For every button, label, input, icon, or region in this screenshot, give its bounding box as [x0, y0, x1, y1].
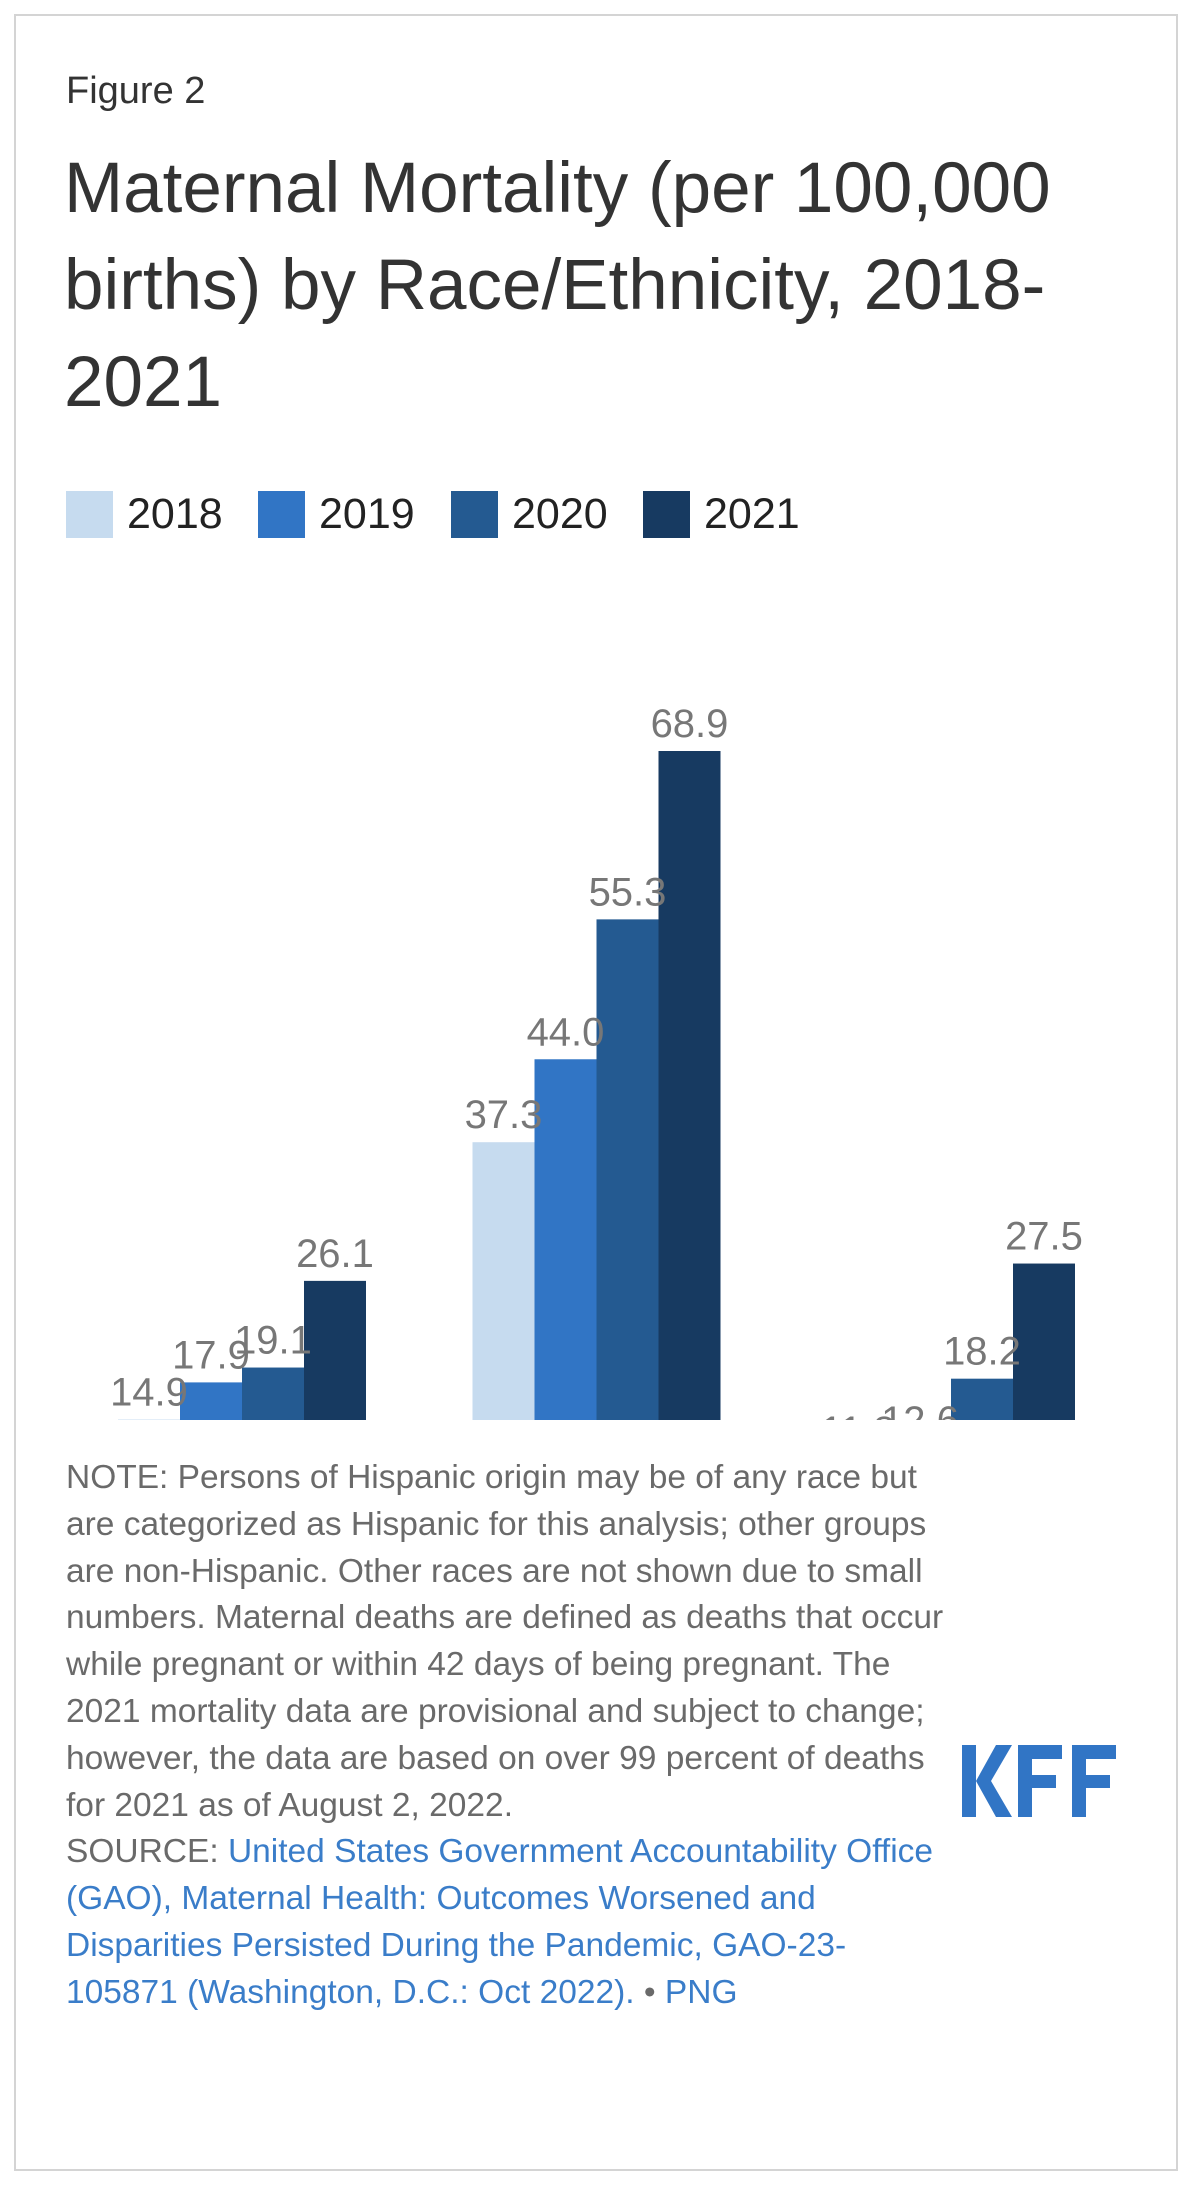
legend-swatch — [643, 491, 690, 538]
legend-label: 2020 — [512, 490, 608, 538]
data-label: 26.1 — [296, 1232, 374, 1276]
data-label: 12.6 — [881, 1399, 959, 1420]
png-link[interactable]: PNG — [664, 1973, 738, 2011]
bar-black-2021 — [658, 751, 721, 1420]
legend-label: 2019 — [319, 490, 415, 538]
figure-label: Figure 2 — [66, 70, 206, 112]
legend-label: 2021 — [704, 490, 800, 538]
legend-swatch — [451, 491, 498, 538]
source-link[interactable]: United States Government Accountability … — [66, 1833, 934, 2011]
data-label: 44.0 — [527, 1010, 605, 1054]
bar-chart: 14.917.919.126.1White37.344.055.368.9Bla… — [110, 702, 1083, 1420]
note-text: NOTE: Persons of Hispanic origin may be … — [66, 1459, 944, 1824]
bar-white-2021 — [304, 1280, 366, 1420]
data-label: 19.1 — [234, 1319, 312, 1363]
bar-white-2020 — [242, 1367, 304, 1420]
figure-frame — [14, 14, 1178, 2171]
data-label: 18.2 — [943, 1330, 1021, 1374]
notes: NOTE: Persons of Hispanic origin may be … — [66, 1455, 946, 2017]
bar-black-2020 — [596, 919, 659, 1420]
legend-item-2021: 2021 — [643, 490, 800, 539]
data-label: 37.3 — [465, 1093, 543, 1137]
bar-black-2018 — [472, 1142, 535, 1420]
data-label: 14.9 — [110, 1371, 188, 1415]
data-label: 11.8 — [821, 1409, 896, 1420]
bar-hispanic-2020 — [951, 1378, 1013, 1420]
legend-swatch — [66, 491, 113, 538]
data-label: 27.5 — [1005, 1215, 1083, 1259]
bar-black-2019 — [534, 1059, 597, 1420]
data-label: 68.9 — [651, 702, 729, 746]
data-label: 17.9 — [172, 1333, 250, 1377]
source-label: SOURCE: — [66, 1833, 228, 1871]
bar-hispanic-2021 — [1013, 1263, 1075, 1420]
data-label: 55.3 — [589, 870, 667, 914]
legend-swatch — [258, 491, 305, 538]
separator: • — [634, 1973, 665, 2011]
legend-item-2020: 2020 — [451, 490, 608, 539]
legend-item-2019: 2019 — [258, 490, 415, 539]
legend-item-2018: 2018 — [66, 490, 223, 539]
kff-logo — [962, 1745, 1122, 1822]
bar-white-2019 — [180, 1382, 242, 1420]
chart-title: Maternal Mortality (per 100,000 births) … — [64, 149, 1051, 422]
legend-label: 2018 — [127, 490, 223, 538]
